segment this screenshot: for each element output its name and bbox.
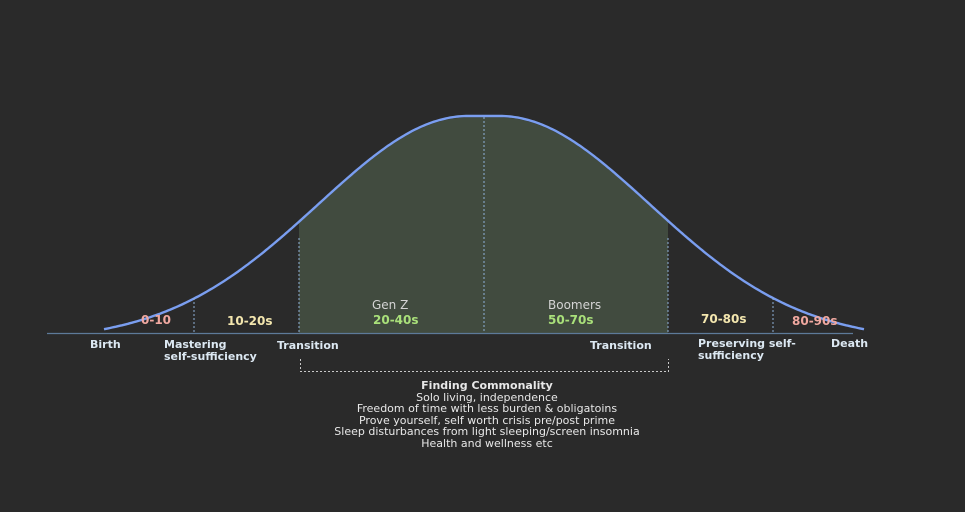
mastering-label-line2: self-sufficiency bbox=[164, 350, 257, 363]
transition-right-label: Transition bbox=[590, 339, 652, 352]
age-group-50-70s: 50-70s bbox=[548, 313, 594, 327]
preserving-label: Preserving self- sufficiency bbox=[698, 338, 796, 362]
commonality-summary: Finding Commonality Solo living, indepen… bbox=[300, 380, 674, 450]
commonality-bracket bbox=[300, 359, 669, 372]
commonality-item: Prove yourself, self worth crisis pre/po… bbox=[358, 413, 615, 427]
bell-curve-line bbox=[103, 114, 865, 331]
boomers-label: Boomers bbox=[548, 298, 602, 312]
mastering-label-line1: Mastering bbox=[164, 338, 227, 351]
age-group-70-80s: 70-80s bbox=[701, 312, 747, 326]
death-label: Death bbox=[831, 337, 869, 350]
commonality-item: Freedom of time with less burden & oblig… bbox=[356, 402, 618, 416]
birth-label: Birth bbox=[90, 338, 121, 351]
preserving-label-line1: Preserving self- bbox=[698, 337, 796, 350]
commonality-heading: Finding Commonality bbox=[421, 379, 553, 392]
commonality-item: Sleep disturbances from light sleeping/s… bbox=[334, 425, 640, 439]
commonality-item: Health and wellness etc bbox=[421, 436, 553, 450]
age-group-20-40s: 20-40s bbox=[373, 313, 419, 327]
transition-left-label: Transition bbox=[277, 339, 339, 352]
preserving-label-line2: sufficiency bbox=[698, 349, 764, 362]
mastering-label: Mastering self-sufficiency bbox=[164, 339, 257, 363]
age-group-10-20s: 10-20s bbox=[227, 314, 273, 328]
gen-z-label: Gen Z bbox=[372, 298, 409, 312]
commonality-item: Solo living, independence bbox=[416, 390, 558, 404]
age-group-0-10: 0-10 bbox=[141, 313, 172, 327]
age-group-80-90s: 80-90s bbox=[792, 314, 838, 328]
